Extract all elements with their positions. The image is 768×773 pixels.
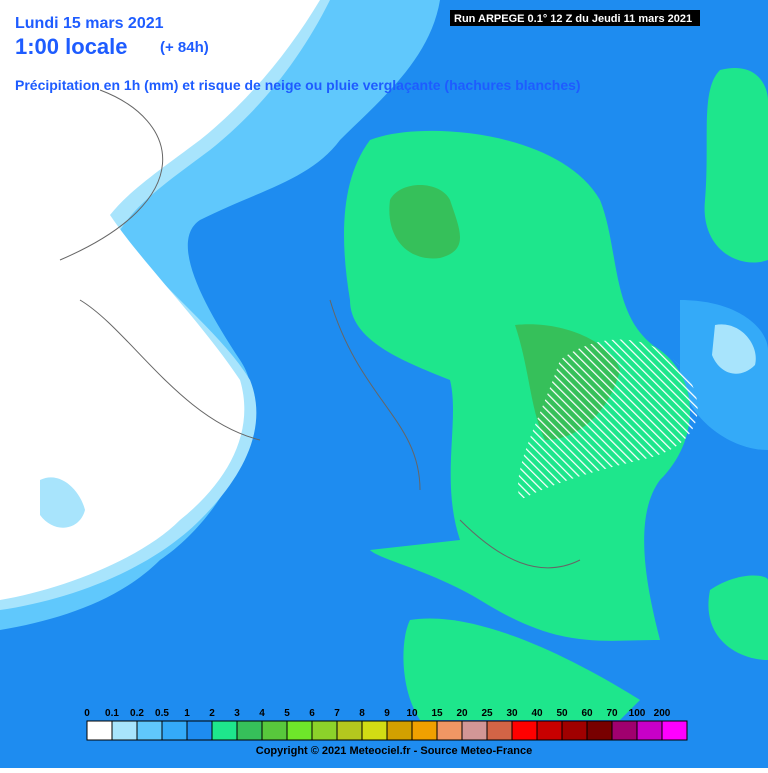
legend-swatch [386,720,413,741]
legend-label: 0.5 [155,708,169,719]
land-no-precip [0,0,320,600]
legend-label: 50 [556,708,568,719]
legend-label: 3 [234,708,240,719]
legend-label: 20 [456,708,468,719]
legend-swatch [511,720,538,741]
legend-label: 10 [406,708,418,719]
precip-zone [704,67,768,263]
legend-label: 0.2 [130,708,144,719]
legend-swatch [211,720,238,741]
copyright: Copyright © 2021 Meteociel.fr - Source M… [256,745,532,757]
legend-label: 40 [531,708,543,719]
legend-swatch [336,720,363,741]
legend-swatch [311,720,338,741]
legend-swatch [611,720,638,741]
run-banner [450,10,700,26]
legend-label: 0.1 [105,708,119,719]
legend-swatch [186,720,213,741]
precip-zone [708,575,768,660]
legend-label: 100 [629,708,646,719]
legend-label: 7 [334,708,340,719]
legend-label: 1 [184,708,190,719]
legend-swatch [661,720,688,741]
legend-label: 0 [84,708,90,719]
legend: 0 0.1 0.2 0.5 1 2 3 4 5 6 7 8 9 10 15 20 25 30 40 50 60 70 100… [84,708,688,741]
precip-zone [403,618,640,720]
legend-label: 2 [209,708,215,719]
legend-label: 15 [431,708,443,719]
time: 1:00 locale [15,34,128,59]
legend-label: 8 [359,708,365,719]
legend-swatch [136,720,163,741]
legend-swatch [361,720,388,741]
legend-label: 4 [259,708,265,719]
precip-zone [40,477,85,528]
legend-swatch [636,720,663,741]
legend-swatch [236,720,263,741]
legend-swatch [586,720,613,741]
precip-zone [389,185,460,259]
legend-label: 60 [581,708,593,719]
legend-label: 6 [309,708,315,719]
legend-label: 70 [606,708,618,719]
legend-swatch [161,720,188,741]
legend-swatch [436,720,463,741]
subtitle: Précipitation en 1h (mm) et risque de ne… [15,77,581,93]
precip-zone [712,324,756,374]
legend-swatch [561,720,588,741]
legend-label: 200 [654,708,671,719]
border-line [59,89,581,569]
legend-swatch [111,720,138,741]
date: Lundi 15 mars 2021 [15,15,164,32]
legend-label: 25 [481,708,493,719]
legend-swatch [536,720,563,741]
legend-swatch [286,720,313,741]
run-info: Run ARPEGE 0.1° 12 Z du Jeudi 11 mars 20… [454,13,692,25]
legend-swatch [86,720,113,741]
legend-label: 9 [384,708,390,719]
legend-swatch [486,720,513,741]
legend-swatch [411,720,438,741]
legend-swatch [261,720,288,741]
legend-swatch [461,720,488,741]
snow-hatching [518,339,698,500]
legend-label: 5 [284,708,290,719]
legend-label: 30 [506,708,518,719]
lead-time: (+ 84h) [160,39,209,56]
